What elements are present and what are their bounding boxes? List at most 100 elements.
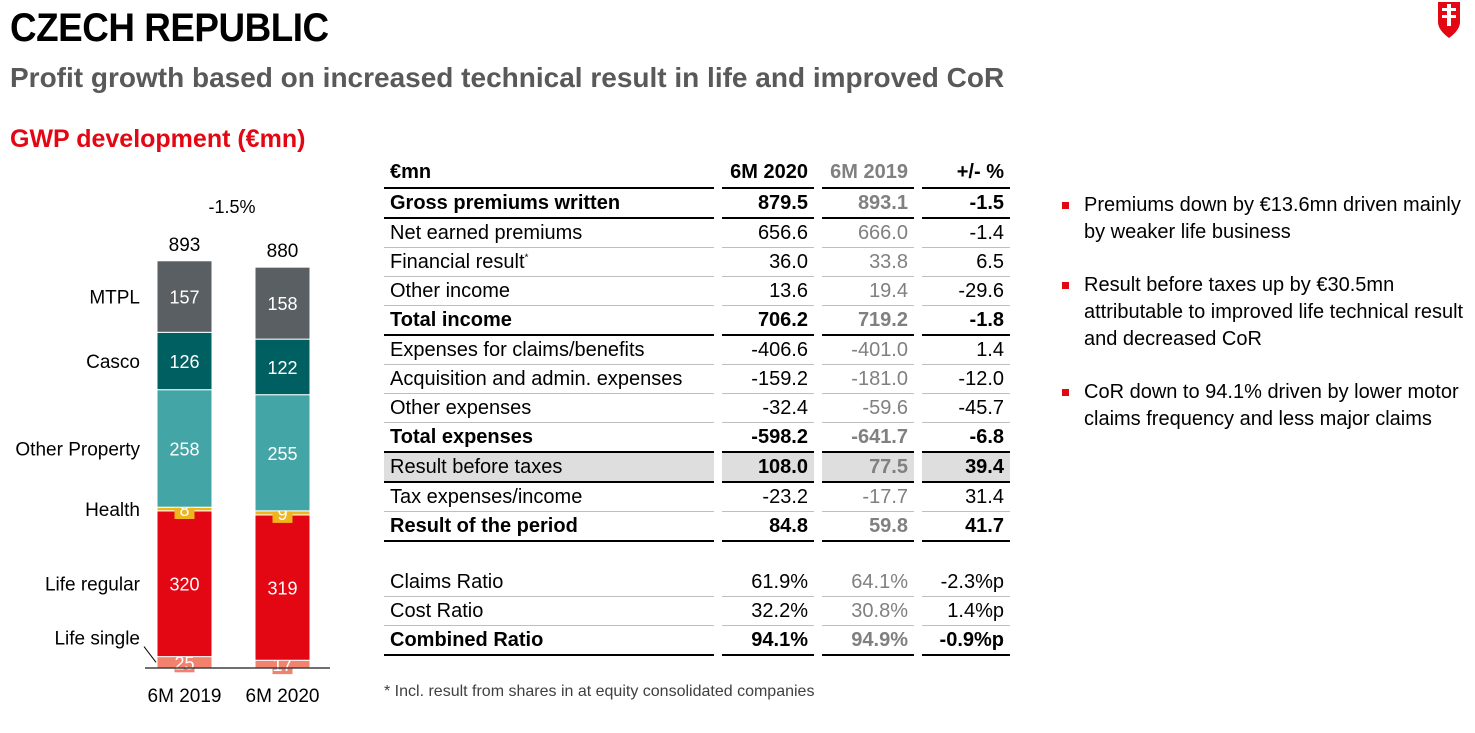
series-label: Health [85,500,140,521]
data-label: 255 [267,444,297,464]
row-label: Other income [384,277,714,306]
table-header-row: €mn 6M 2020 6M 2019 +/- % [384,157,1010,189]
table-header-unit: €mn [384,157,714,189]
table-row: Combined Ratio 94.1% 94.9% -0.9%p [384,626,1010,656]
value-6m2020: 36.0 [722,248,814,277]
value-change: 39.4 [922,453,1010,483]
row-label: Cost Ratio [384,597,714,626]
value-6m2020: 32.2% [722,597,814,626]
value-6m2019: -641.7 [822,423,914,453]
row-label: Net earned premiums [384,219,714,248]
data-label: 8 [179,500,189,520]
table-body: Gross premiums written 879.5 893.1 -1.5 Net … [384,189,1010,656]
row-label: Gross premiums written [384,189,714,219]
footnote-marker: * [524,252,529,264]
table-row: Net earned premiums 656.6 666.0 -1.4 [384,219,1010,248]
table-footnote: * Incl. result from shares in at equity … [384,683,815,700]
page-title: CZECH REPUBLIC [10,6,329,50]
value-6m2019: 33.8 [822,248,914,277]
total-label: 893 [169,235,201,256]
total-label: 880 [267,241,299,262]
value-6m2020: 61.9% [722,568,814,597]
chart-section-title: GWP development (€mn) [10,125,306,153]
value-6m2020: 13.6 [722,277,814,306]
value-6m2019: 94.9% [822,626,914,656]
series-label-leader [143,646,157,663]
x-tick-label: 6M 2020 [246,686,320,707]
value-change: 31.4 [922,483,1010,512]
value-6m2019: 893.1 [822,189,914,219]
series-label: Casco [86,352,140,373]
value-6m2020: -406.6 [722,336,814,365]
value-6m2019: 64.1% [822,568,914,597]
x-tick-label: 6M 2019 [148,686,222,707]
table-row: Tax expenses/income -23.2 -17.7 31.4 [384,483,1010,512]
row-label: Acquisition and admin. expenses [384,365,714,394]
value-6m2019: 30.8% [822,597,914,626]
value-change: -1.5 [922,189,1010,219]
table-row: Financial result* 36.0 33.8 6.5 [384,248,1010,277]
value-change: 6.5 [922,248,1010,277]
value-6m2019: -401.0 [822,336,914,365]
value-change: 1.4%p [922,597,1010,626]
row-label: Result before taxes [384,453,714,483]
table-row: Cost Ratio 32.2% 30.8% 1.4%p [384,597,1010,626]
value-6m2020: -598.2 [722,423,814,453]
value-6m2019: -17.7 [822,483,914,512]
value-6m2019: 719.2 [822,306,914,336]
value-change: -12.0 [922,365,1010,394]
table-header-change: +/- % [922,157,1010,189]
bullet-square-icon [1062,389,1069,396]
bar-segment [254,394,311,512]
key-points-list: Premiums down by €13.6mn driven mainly b… [1060,192,1465,459]
value-6m2020: 656.6 [722,219,814,248]
table-row: Result of the period 84.8 59.8 41.7 [384,512,1010,542]
bullet-item: Result before taxes up by €30.5mn attrib… [1060,272,1465,353]
row-label: Total expenses [384,423,714,453]
data-label: 258 [169,439,199,459]
bar-segment [156,510,213,658]
bullet-item: Premiums down by €13.6mn driven mainly b… [1060,192,1465,246]
brand-logo-icon [1438,2,1460,38]
value-change: -29.6 [922,277,1010,306]
data-label: 126 [169,352,199,372]
table-row: Result before taxes 108.0 77.5 39.4 [384,453,1010,483]
data-label: 157 [169,288,199,308]
bullet-square-icon [1062,282,1069,289]
table-row: Acquisition and admin. expenses -159.2 -18… [384,365,1010,394]
data-label: 320 [169,575,199,595]
value-6m2020: 879.5 [722,189,814,219]
row-label: Other expenses [384,394,714,423]
table-row: Expenses for claims/benefits -406.6 -401.0… [384,336,1010,365]
row-label: Claims Ratio [384,568,714,597]
value-6m2020: -23.2 [722,483,814,512]
value-change: 1.4 [922,336,1010,365]
bar-segment [254,338,311,396]
data-label: 319 [267,579,297,599]
value-change: -6.8 [922,423,1010,453]
value-6m2020: 94.1% [722,626,814,656]
bar-segment [156,260,213,333]
value-6m2019: -59.6 [822,394,914,423]
change-label: -1.5% [208,197,255,217]
table-header-6m2020: 6M 2020 [722,157,814,189]
series-label: Life regular [45,575,141,596]
value-6m2020: -159.2 [722,365,814,394]
value-change: -1.8 [922,306,1010,336]
row-label: Combined Ratio [384,626,714,656]
value-6m2020: 706.2 [722,306,814,336]
table-row: Claims Ratio 61.9% 64.1% -2.3%p [384,568,1010,597]
value-change: -45.7 [922,394,1010,423]
bullet-item: CoR down to 94.1% driven by lower motor … [1060,379,1465,433]
value-6m2019: 59.8 [822,512,914,542]
value-6m2019: 666.0 [822,219,914,248]
value-6m2020: 84.8 [722,512,814,542]
value-6m2020: 108.0 [722,453,814,483]
value-change: -0.9%p [922,626,1010,656]
row-label: Result of the period [384,512,714,542]
financial-table: €mn 6M 2020 6M 2019 +/- % Gross premiums… [384,157,1010,656]
table-row: Total expenses -598.2 -641.7 -6.8 [384,423,1010,453]
data-label: 158 [267,294,297,314]
value-change: 41.7 [922,512,1010,542]
value-6m2020: -32.4 [722,394,814,423]
